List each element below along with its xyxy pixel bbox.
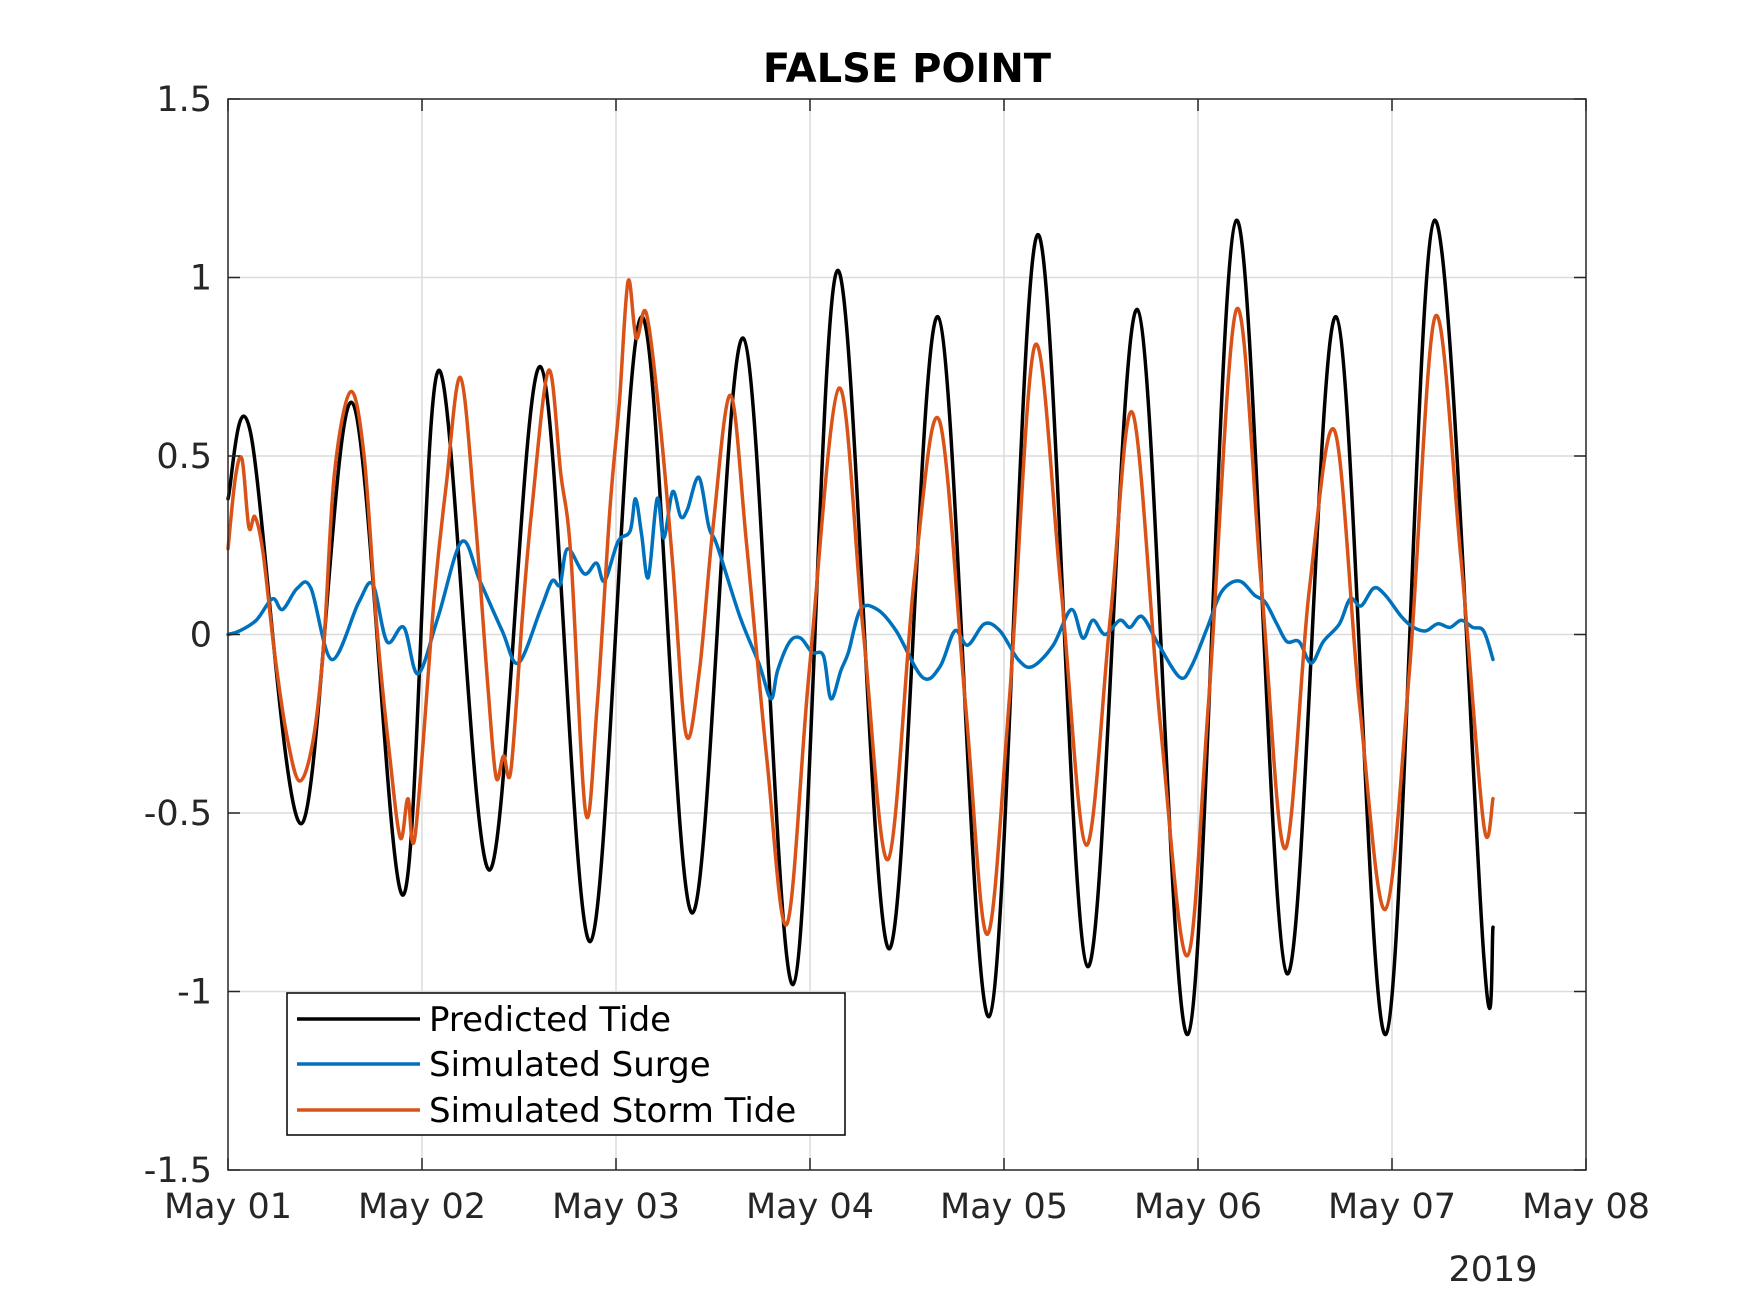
y-tick-label: -0.5 [144, 794, 212, 834]
grid [228, 99, 1586, 1170]
tick-labels: May 01 May 02 May 03 May 04 May 05 May 06 May … [144, 80, 1650, 1227]
y-tick-label: 1 [190, 259, 212, 299]
y-tick-label: -1 [177, 973, 212, 1013]
x-tick-label: May 07 [1328, 1187, 1456, 1227]
y-tick-label: -1.5 [144, 1151, 212, 1191]
x-tick-label: May 08 [1522, 1187, 1650, 1227]
x-tick-label: May 02 [358, 1187, 486, 1227]
legend-label-predicted-tide: Predicted Tide [429, 1000, 671, 1040]
x-tick-label: May 05 [940, 1187, 1068, 1227]
x-tick-label: May 03 [552, 1187, 680, 1227]
axis-ticks [227, 98, 1587, 1171]
series-lines [226, 218, 1495, 1037]
series-line-predicted-tide [226, 218, 1495, 1037]
x-axis-year-label: 2019 [1448, 1250, 1537, 1290]
y-tick-label: 1.5 [156, 80, 212, 120]
legend-label-simulated-storm-tide: Simulated Storm Tide [429, 1091, 796, 1131]
legend: Predicted Tide Simulated Surge Simulated… [286, 992, 846, 1136]
x-tick-label: May 01 [164, 1187, 292, 1227]
series-line-simulated-storm-tide [226, 278, 1495, 958]
x-tick-label: May 04 [746, 1187, 874, 1227]
y-tick-label: 0.5 [156, 437, 212, 477]
series-line-simulated-surge [226, 475, 1495, 701]
y-tick-label: 0 [190, 616, 212, 656]
x-tick-label: May 06 [1134, 1187, 1262, 1227]
chart-title: FALSE POINT [763, 46, 1052, 92]
legend-label-simulated-surge: Simulated Surge [429, 1045, 711, 1085]
